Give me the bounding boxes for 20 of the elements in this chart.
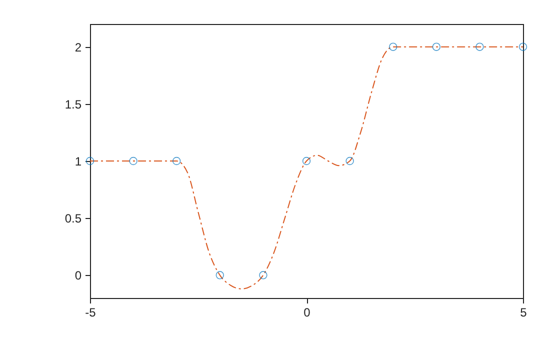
line-series: [90, 46, 523, 290]
x-tick-label: 0: [304, 306, 311, 320]
point: [172, 156, 181, 166]
point: [129, 156, 138, 166]
point: [302, 156, 311, 166]
x-tick-label: 5: [520, 306, 528, 320]
point: [476, 42, 484, 51]
point: [518, 42, 528, 51]
point: [86, 156, 94, 166]
point: [346, 156, 354, 166]
y-tick-label: 1: [74, 154, 82, 168]
y-tick-label: 1.5: [64, 97, 82, 112]
y-tick-label: 2: [74, 40, 82, 54]
x-tick-label: -5: [85, 306, 96, 320]
point: [388, 42, 398, 51]
point: [216, 271, 224, 280]
point: [432, 42, 441, 51]
y-tick-label: 0: [74, 268, 82, 283]
y-tick-label: 0.5: [64, 212, 82, 226]
point: [259, 271, 268, 280]
